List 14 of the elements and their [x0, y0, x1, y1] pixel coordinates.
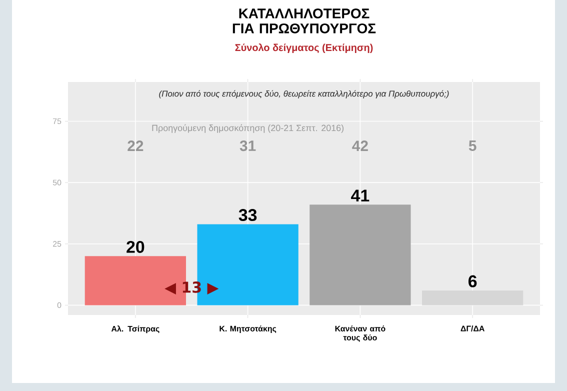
chart-subtitle: Σύνολο δείγματος (Εκτίμηση) [235, 44, 373, 54]
bar [422, 290, 524, 306]
annotation: 42 [352, 140, 368, 151]
annotation: 31 [240, 140, 256, 152]
annotation: (Ποιον από τους επόμενους δύο, θεωρείτε καταλληλότερο για Πρωθυπουργό;) [159, 90, 449, 98]
annotation: 5 [468, 140, 476, 151]
data-label: 33 [238, 209, 257, 222]
data-label: 41 [351, 190, 370, 202]
annotation: 22 [128, 140, 144, 151]
data-label: 6 [468, 275, 477, 288]
annotation: Προηγούμενη δημοσκόπηση (20-21 Σεπτ. 2016) [152, 124, 344, 133]
data-label: 20 [126, 240, 144, 253]
chart-title: ΚΑΤΑΛΛΗΛΟΤΕΡΟΣ ΓΙΑ ΠΡΩΘΥΠΟΥΡΓΟΣ [232, 8, 376, 34]
bar [310, 204, 411, 306]
